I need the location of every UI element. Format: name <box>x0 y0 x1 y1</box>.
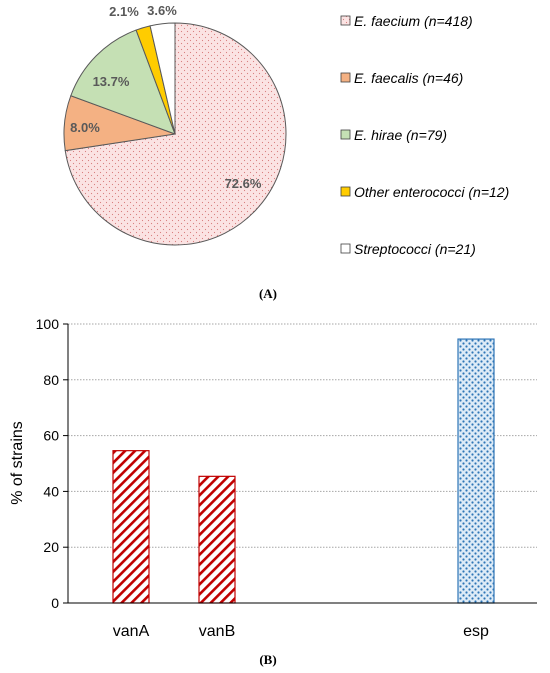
bar-chart <box>112 338 495 604</box>
legend-label: E. faecium (n=418) <box>354 13 473 29</box>
legend-swatch <box>340 243 351 254</box>
pie-slice <box>64 22 287 246</box>
legend-label: Other enterococci (n=12) <box>354 184 509 200</box>
y-tick-label: 60 <box>43 428 59 444</box>
x-tick-label: esp <box>463 623 489 640</box>
panel-label-a: (A) <box>259 286 277 301</box>
bar-x-tick-labels: vanA vanB esp <box>113 623 489 640</box>
legend-swatch <box>340 129 351 140</box>
y-tick-label: 40 <box>43 483 59 499</box>
x-tick-label: vanA <box>113 623 150 640</box>
legend-swatch <box>340 72 351 83</box>
pie-data-labels: 72.6% 8.0% 13.7% 2.1% 3.6% <box>70 3 262 191</box>
bar <box>198 475 236 604</box>
x-tick-label: vanB <box>199 623 235 640</box>
bar-y-tick-labels: 0 20 40 60 80 100 <box>36 316 60 611</box>
legend-swatch <box>340 15 351 26</box>
panel-label-b: (B) <box>259 652 276 667</box>
y-tick-label: 100 <box>36 316 60 332</box>
bar <box>457 338 495 604</box>
pie-slice-label: 8.0% <box>70 120 100 135</box>
pie-slice-label: 2.1% <box>109 4 139 19</box>
pie-slice-label: 3.6% <box>147 3 177 18</box>
legend-swatch <box>340 186 351 197</box>
legend-label: E. hirae (n=79) <box>354 127 447 143</box>
legend-label: E. faecalis (n=46) <box>354 70 463 86</box>
y-axis-title: % of strains <box>9 421 26 505</box>
bar-axes <box>67 324 537 604</box>
y-tick-label: 20 <box>43 539 59 555</box>
pie-slice <box>149 22 176 135</box>
pie-chart <box>63 22 287 246</box>
pie-slice <box>70 29 176 135</box>
pie-legend: E. faecium (n=418) E. faecalis (n=46) E. h… <box>340 13 509 257</box>
pie-slice-label: 72.6% <box>225 176 262 191</box>
y-tick-label: 0 <box>51 595 59 611</box>
pie-slice-label: 13.7% <box>93 74 130 89</box>
y-tick-label: 80 <box>43 372 59 388</box>
legend-label: Streptococci (n=21) <box>354 241 476 257</box>
bar <box>112 450 150 604</box>
